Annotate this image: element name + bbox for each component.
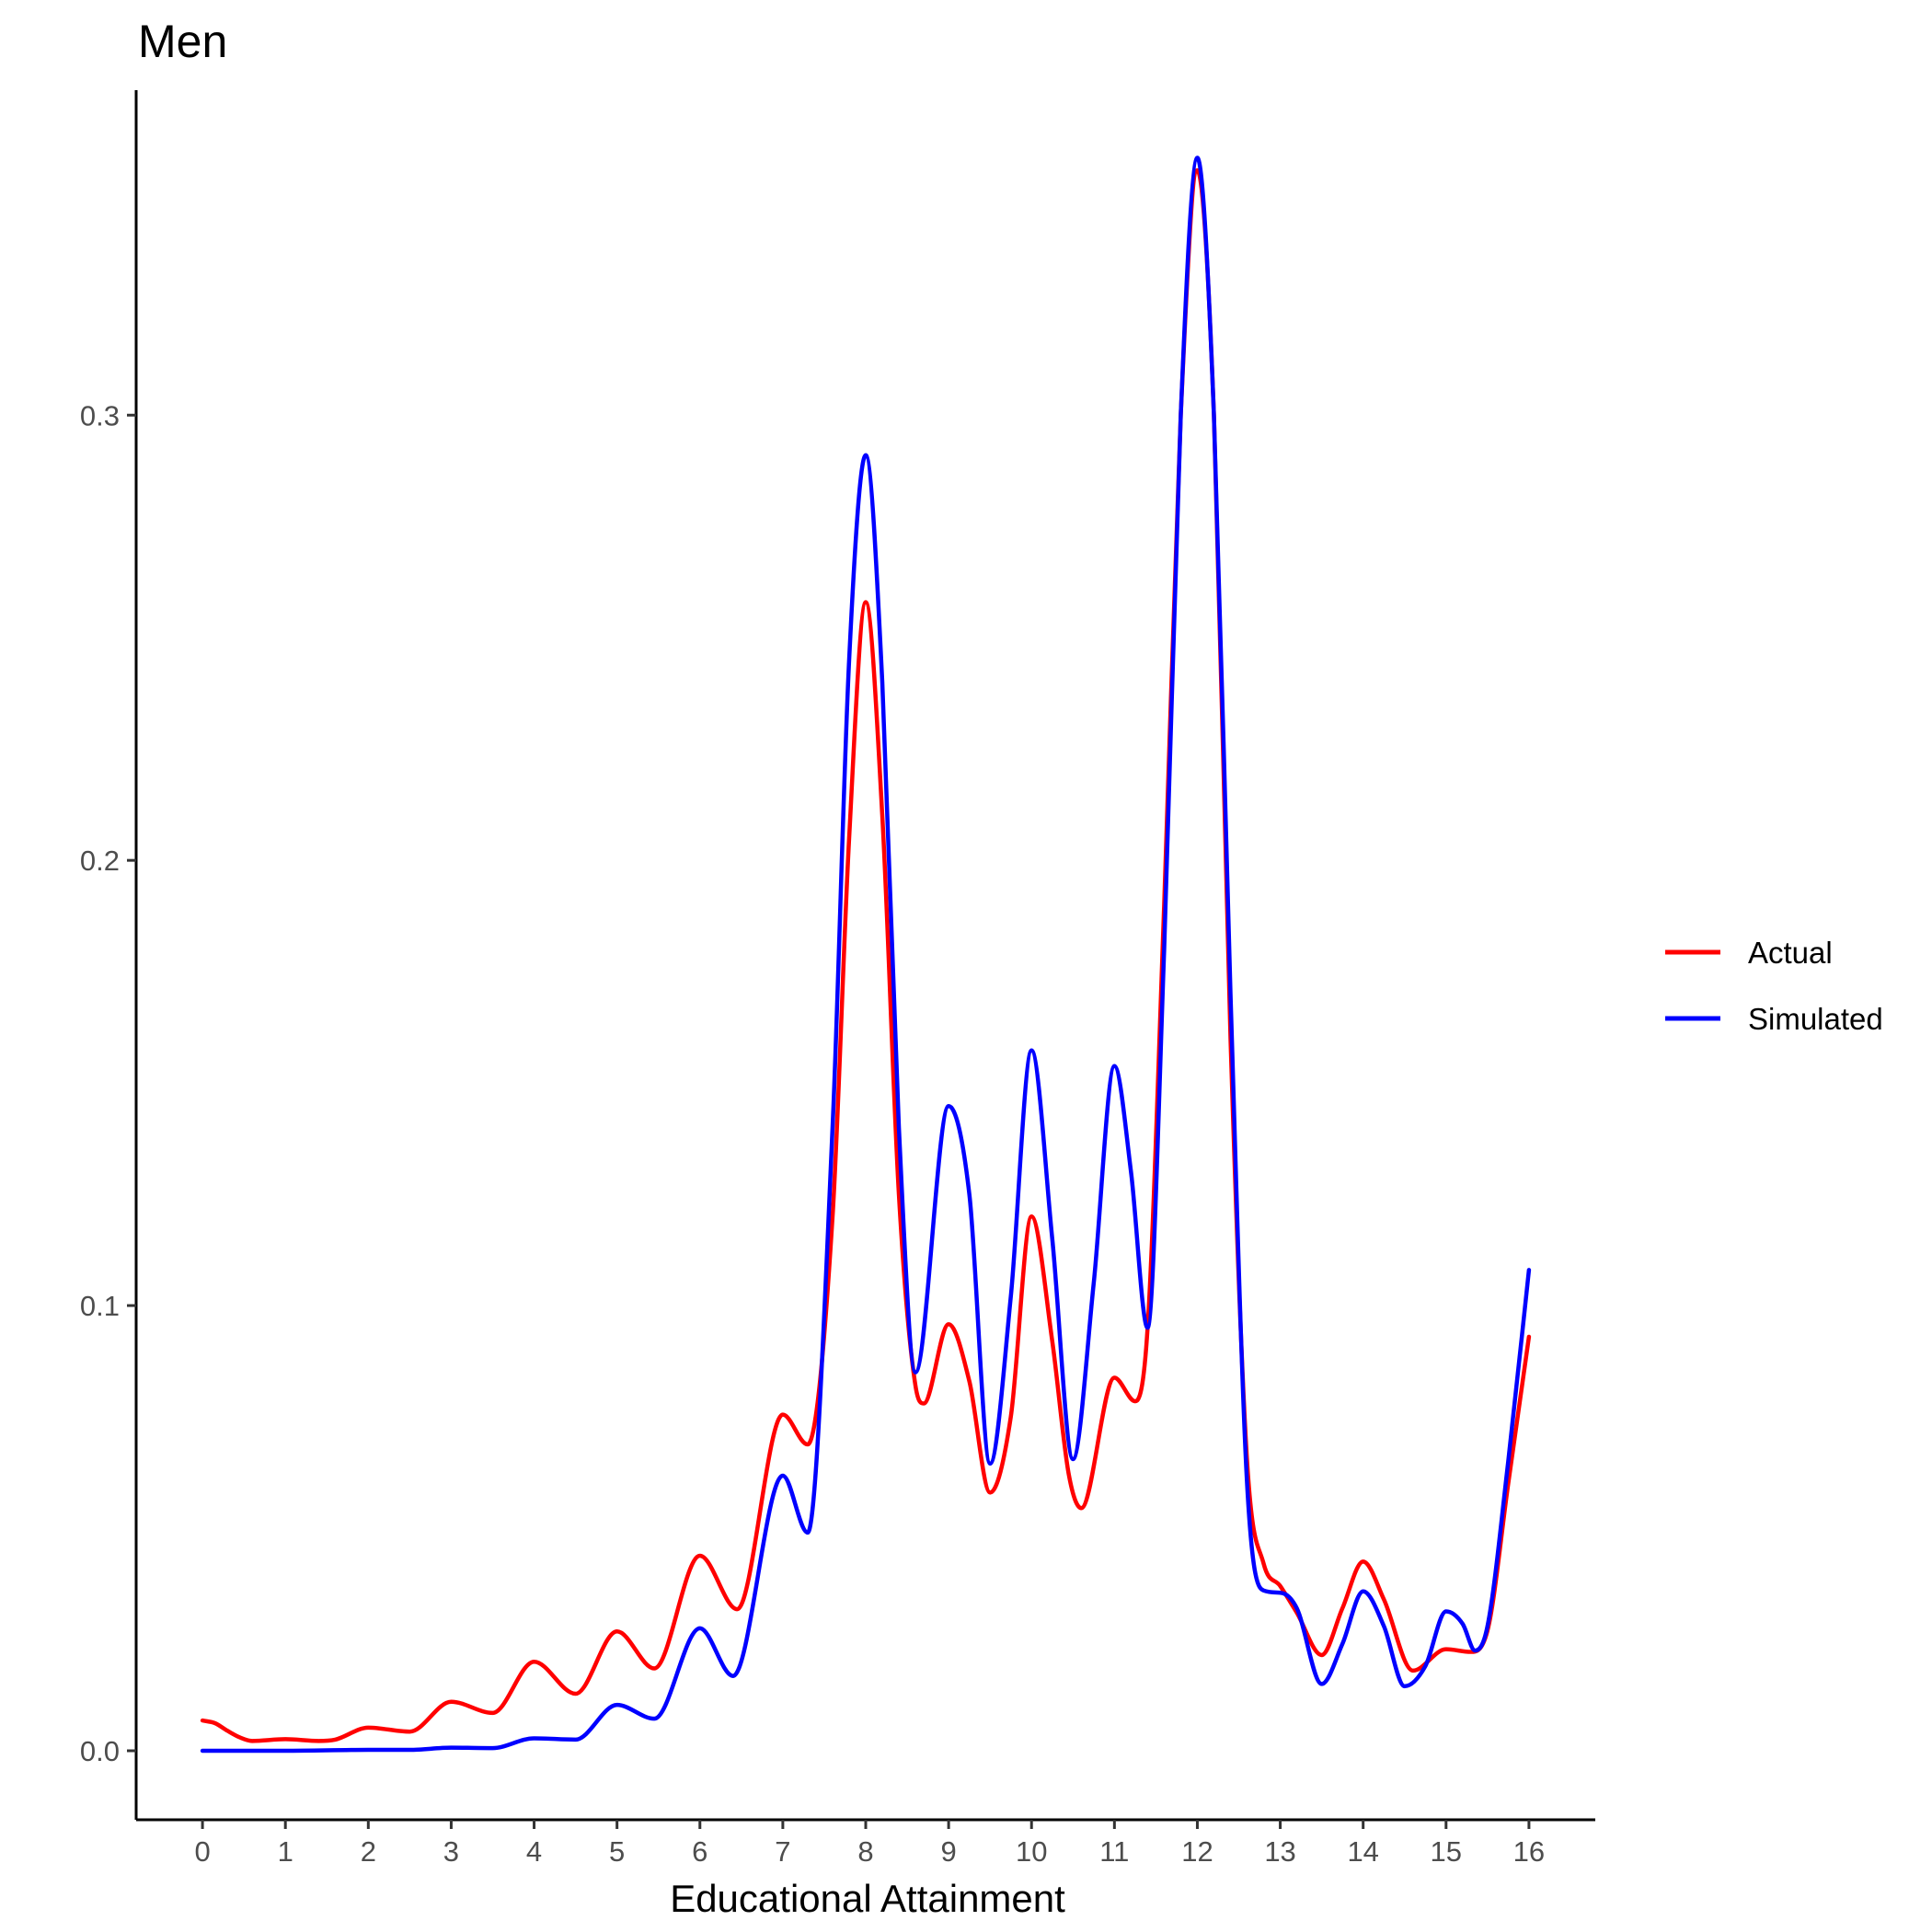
- x-tick-label: 8: [857, 1835, 873, 1868]
- x-axis-ticks: 0 1 2 3 4 5 6 7 8 9 10 11 12 13 14 15 16: [194, 1820, 1545, 1868]
- series-line-actual: [200, 167, 1532, 1743]
- x-tick-label: 16: [1513, 1835, 1545, 1868]
- legend-label-actual: Actual: [1748, 936, 1833, 970]
- x-tick-label: 3: [443, 1835, 459, 1868]
- x-tick-label: 1: [278, 1835, 293, 1868]
- y-tick-label: 0.0: [80, 1735, 120, 1767]
- x-tick-label: 6: [692, 1835, 707, 1868]
- x-tick-label: 10: [1016, 1835, 1047, 1868]
- x-tick-label: 11: [1099, 1835, 1129, 1868]
- x-tick-label: 0: [194, 1835, 210, 1868]
- x-tick-label: 15: [1431, 1835, 1462, 1868]
- x-tick-label: 2: [361, 1835, 376, 1868]
- x-tick-label: 14: [1347, 1835, 1378, 1868]
- legend: Actual Simulated: [1665, 936, 1883, 1036]
- series-layer: [200, 155, 1532, 1754]
- y-tick-label: 0.2: [80, 845, 120, 877]
- x-tick-label: 4: [526, 1835, 542, 1868]
- y-axis-ticks: 0.0 0.1 0.2 0.3: [80, 399, 136, 1767]
- x-tick-label: 12: [1181, 1835, 1213, 1868]
- x-axis-title: Educational Attainment: [670, 1877, 1065, 1920]
- x-tick-label: 13: [1264, 1835, 1295, 1868]
- y-tick-label: 0.3: [80, 399, 120, 431]
- series-line-simulated: [200, 155, 1532, 1754]
- chart-title: Men: [138, 16, 227, 67]
- x-tick-label: 7: [775, 1835, 790, 1868]
- x-tick-label: 9: [940, 1835, 956, 1868]
- y-tick-label: 0.1: [80, 1290, 120, 1322]
- legend-label-simulated: Simulated: [1748, 1002, 1883, 1036]
- x-tick-label: 5: [609, 1835, 625, 1868]
